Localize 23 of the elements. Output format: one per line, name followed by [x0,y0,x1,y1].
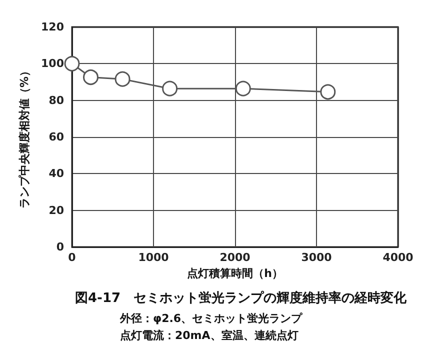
y-tick-label: 120 [41,20,64,34]
point [235,80,251,96]
y-tick-label: 0 [56,240,64,254]
x-tick-label: 2000 [220,251,251,264]
point [320,84,336,100]
point [83,69,98,85]
y-axis-title: ランプ中央輝度相対値（%） [18,65,32,209]
point [64,56,80,72]
y-tick-label: 80 [48,94,64,107]
point [114,71,130,87]
y-tick-label: 60 [48,130,64,144]
y-tick-label: 20 [48,204,64,217]
x-tick-label: 0 [68,251,76,264]
y-tick-label: 100 [41,57,64,70]
x-axis-title: 点灯積算時間（h） [187,266,283,280]
y-tick-label: 40 [48,167,64,180]
x-tick-label: 3000 [301,251,332,264]
text: 点灯電流：20mA、室温、連続点灯 [120,329,298,342]
x-tick-label: 1000 [138,251,170,264]
x-tick-label: 4000 [382,251,414,264]
text: 図4-17 セミホット蛍光ランプの輝度維持率の経時変化 [75,290,408,306]
text: 外径：φ2.6、セミホット蛍光ランプ [119,312,304,325]
point [162,80,178,96]
